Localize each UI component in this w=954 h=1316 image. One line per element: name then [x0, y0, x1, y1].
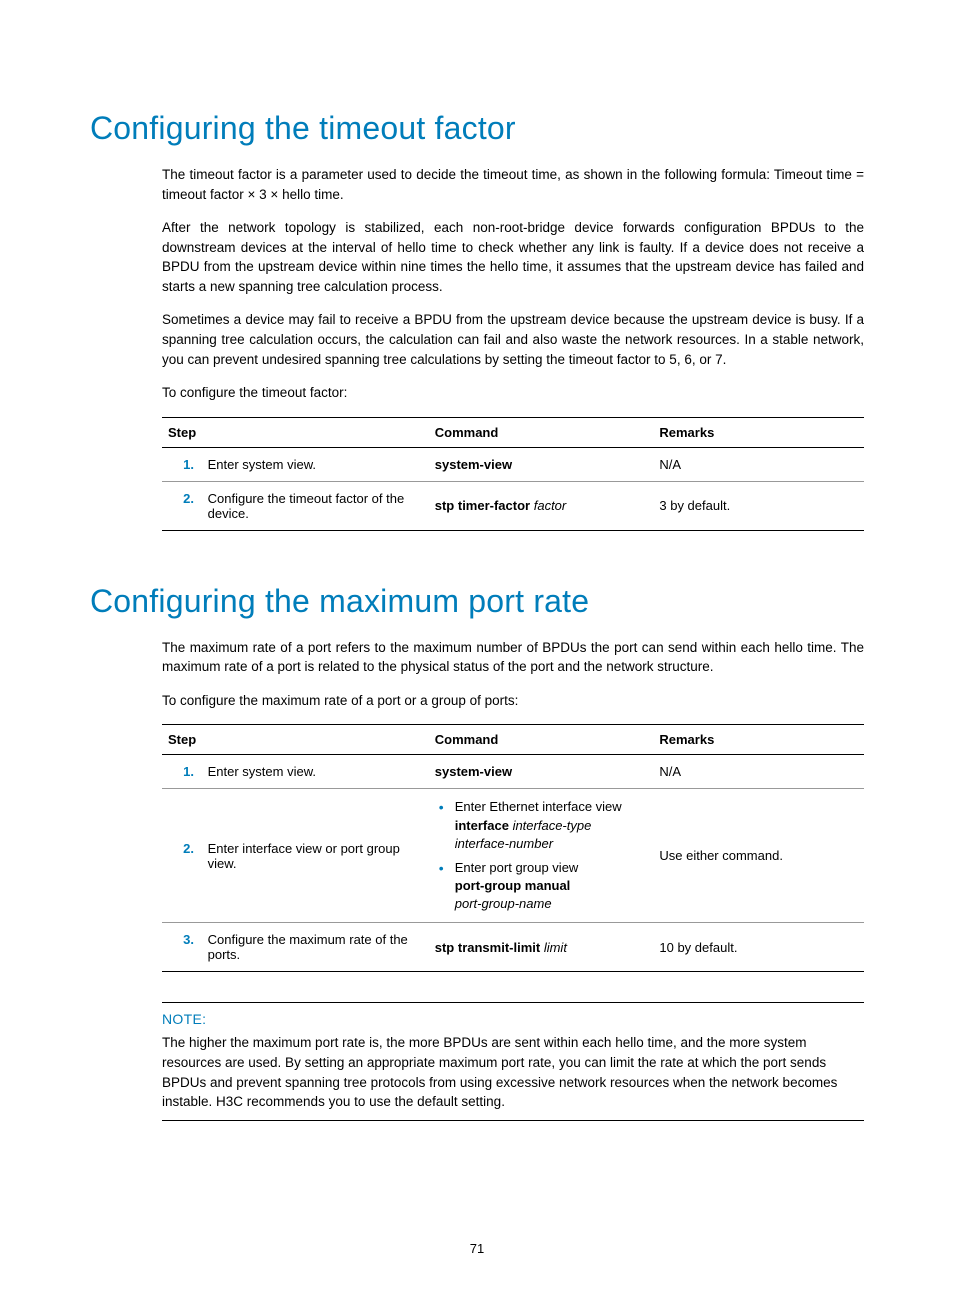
remarks-text: 3 by default. [653, 481, 864, 530]
table-header-remarks: Remarks [653, 725, 864, 755]
step-text: Enter system view. [208, 764, 421, 779]
list-item: Enter Ethernet interface view interface … [435, 798, 648, 853]
command-text: system-view [435, 764, 512, 779]
remarks-text: N/A [653, 755, 864, 789]
document-page: Configuring the timeout factor The timeo… [0, 0, 954, 1316]
paragraph: To configure the maximum rate of a port … [162, 691, 864, 711]
step-number: 1. [168, 457, 204, 472]
timeout-factor-table: Step Command Remarks 1. Enter system vie… [162, 417, 864, 531]
command-bold: interface [455, 818, 509, 833]
step-number: 2. [168, 491, 204, 506]
step-text: Configure the maximum rate of the ports. [208, 932, 421, 962]
paragraph: After the network topology is stabilized… [162, 218, 864, 296]
step-text: Configure the timeout factor of the devi… [208, 491, 421, 521]
option-text: Enter port group view [455, 860, 579, 875]
step-number: 3. [168, 932, 204, 947]
command-bold: stp timer-factor [435, 498, 530, 513]
table-row: 2. Configure the timeout factor of the d… [162, 481, 864, 530]
table-row: 1. Enter system view. system-view N/A [162, 755, 864, 789]
table-row: 2. Enter interface view or port group vi… [162, 789, 864, 923]
table-header-remarks: Remarks [653, 417, 864, 447]
table-header-step: Step [162, 725, 429, 755]
command-arg: factor [530, 498, 566, 513]
paragraph: Sometimes a device may fail to receive a… [162, 310, 864, 369]
paragraph: The maximum rate of a port refers to the… [162, 638, 864, 677]
remarks-text: Use either command. [653, 789, 864, 923]
table-row: 3. Configure the maximum rate of the por… [162, 923, 864, 972]
paragraph: To configure the timeout factor: [162, 383, 864, 403]
list-item: Enter port group view port-group manual … [435, 859, 648, 914]
remarks-text: 10 by default. [653, 923, 864, 972]
step-number: 1. [168, 764, 204, 779]
section1-content: The timeout factor is a parameter used t… [162, 165, 864, 531]
step-number: 2. [168, 841, 204, 856]
table-header-command: Command [429, 417, 654, 447]
note-label: NOTE: [162, 1011, 864, 1027]
section2-content: The maximum rate of a port refers to the… [162, 638, 864, 1121]
command-text: system-view [435, 457, 512, 472]
command-arg: limit [540, 940, 567, 955]
command-arg: port-group-name [455, 896, 552, 911]
table-row: 1. Enter system view. system-view N/A [162, 447, 864, 481]
page-number: 71 [90, 1241, 864, 1256]
step-text: Enter system view. [208, 457, 421, 472]
note-box: NOTE: The higher the maximum port rate i… [162, 1002, 864, 1120]
step-text: Enter interface view or port group view. [208, 841, 421, 871]
note-text: The higher the maximum port rate is, the… [162, 1033, 864, 1111]
command-option-list: Enter Ethernet interface view interface … [435, 798, 648, 913]
option-text: Enter Ethernet interface view [455, 799, 622, 814]
port-rate-table: Step Command Remarks 1. Enter system vie… [162, 724, 864, 972]
table-header-step: Step [162, 417, 429, 447]
table-header-command: Command [429, 725, 654, 755]
section-heading-portrate: Configuring the maximum port rate [90, 583, 864, 620]
command-bold: port-group manual [455, 878, 571, 893]
remarks-text: N/A [653, 447, 864, 481]
command-bold: stp transmit-limit [435, 940, 540, 955]
section-heading-timeout: Configuring the timeout factor [90, 110, 864, 147]
paragraph: The timeout factor is a parameter used t… [162, 165, 864, 204]
